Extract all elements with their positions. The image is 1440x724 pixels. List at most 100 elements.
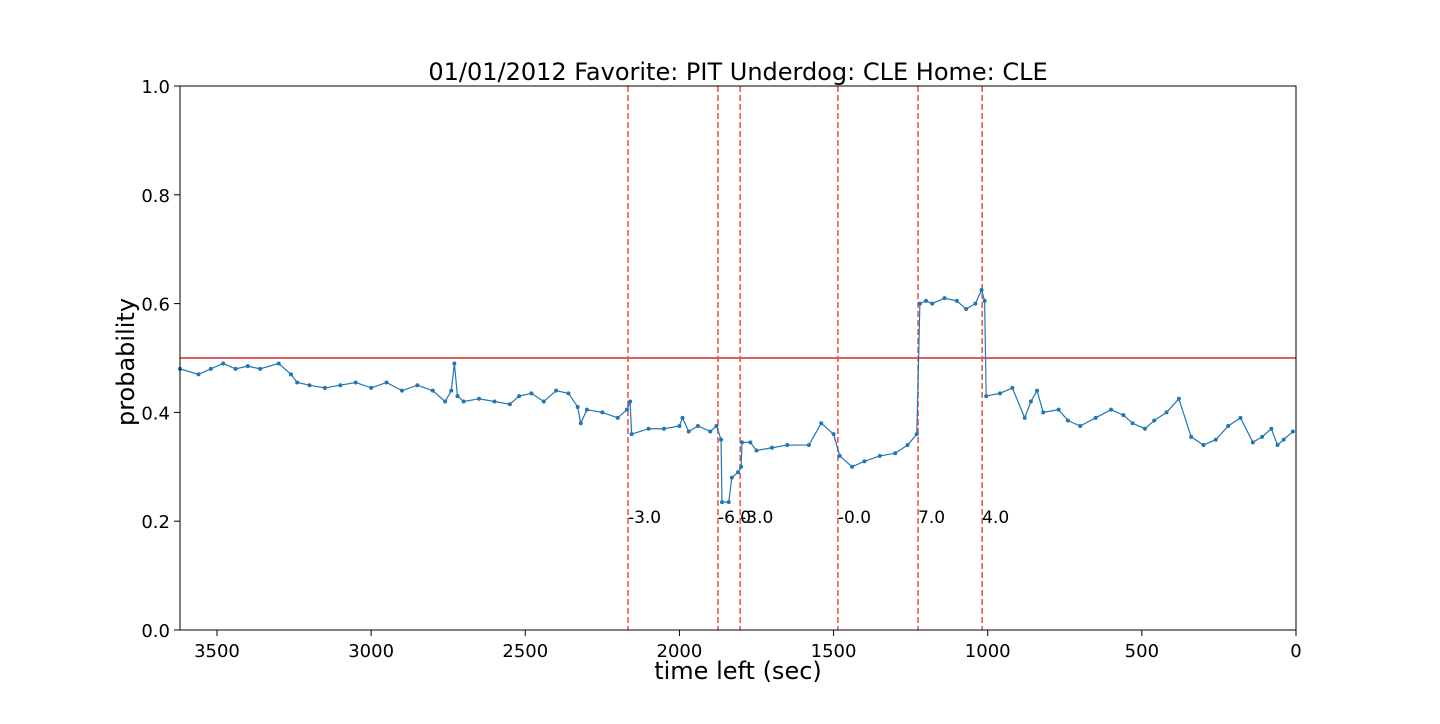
data-point	[295, 380, 300, 385]
data-point	[850, 464, 855, 469]
data-point	[1250, 440, 1255, 445]
data-point	[984, 394, 989, 399]
data-point	[628, 399, 633, 404]
data-point	[806, 443, 811, 448]
data-point	[695, 424, 700, 428]
data-point	[739, 464, 744, 469]
data-point	[615, 415, 620, 420]
y-tick-label: 0.8	[141, 186, 170, 207]
data-point	[964, 307, 969, 312]
event-label: 7.0	[918, 508, 945, 528]
data-point	[819, 421, 824, 426]
data-point	[754, 448, 759, 453]
plot-frame	[179, 85, 1297, 631]
data-point	[1290, 429, 1295, 434]
data-point	[399, 388, 404, 393]
x-tick-label: 500	[1125, 641, 1159, 662]
data-point	[708, 429, 713, 434]
data-point	[1152, 418, 1157, 423]
data-point	[1176, 396, 1181, 401]
data-point	[1269, 426, 1274, 431]
x-tick-label: 2500	[502, 641, 548, 662]
y-tick-label: 0.6	[141, 295, 170, 316]
data-point	[245, 364, 250, 369]
data-point	[979, 288, 984, 292]
x-axis-label: time left (sec)	[654, 657, 822, 685]
data-point	[629, 432, 634, 437]
data-point	[837, 453, 842, 458]
data-point	[1281, 437, 1286, 442]
data-point	[208, 366, 213, 371]
data-point	[748, 440, 753, 445]
event-label: -0.0	[838, 508, 871, 528]
data-point	[507, 402, 512, 407]
data-point	[477, 396, 482, 401]
data-point	[584, 407, 589, 412]
event-label: 4.0	[982, 508, 1009, 528]
data-point	[233, 366, 238, 371]
data-point	[785, 443, 790, 448]
data-point	[369, 385, 374, 390]
data-point	[893, 451, 898, 456]
x-tick-label: 1000	[965, 641, 1011, 662]
data-point	[982, 298, 987, 303]
data-point	[196, 372, 201, 377]
data-point	[517, 394, 522, 399]
data-point	[719, 437, 724, 442]
data-point	[1035, 388, 1040, 393]
data-point	[415, 383, 420, 388]
y-tick-label: 0.2	[141, 512, 170, 533]
data-point	[726, 500, 731, 505]
x-tick-label: 3000	[348, 641, 394, 662]
data-point	[1078, 424, 1083, 428]
data-point	[449, 388, 454, 393]
data-point	[1189, 434, 1194, 439]
data-point	[452, 361, 457, 366]
data-point	[1022, 415, 1027, 420]
data-point	[914, 432, 919, 437]
event-label: -3.0	[628, 508, 661, 528]
data-point	[1130, 421, 1135, 426]
data-point	[1260, 434, 1265, 439]
data-point	[1041, 410, 1046, 415]
data-line	[179, 288, 1294, 503]
data-point	[1093, 415, 1098, 420]
data-point	[1056, 407, 1061, 412]
data-point	[924, 298, 929, 303]
data-point	[736, 470, 740, 475]
data-point	[554, 388, 559, 393]
data-point	[541, 399, 546, 404]
data-point	[1109, 407, 1114, 412]
data-point	[1142, 426, 1147, 431]
data-point	[384, 380, 389, 385]
x-tick-label: 3500	[194, 641, 240, 662]
data-point	[1213, 437, 1218, 442]
data-point	[729, 475, 734, 480]
data-point	[740, 440, 745, 445]
data-point	[714, 424, 719, 428]
data-point	[1238, 415, 1243, 420]
data-point	[625, 407, 630, 412]
data-point	[954, 298, 959, 303]
data-point	[1201, 443, 1206, 448]
data-point	[769, 445, 774, 450]
data-point	[430, 388, 435, 393]
data-point	[600, 410, 605, 415]
data-point	[917, 301, 922, 306]
data-point	[719, 500, 724, 505]
data-point	[443, 399, 448, 404]
data-point	[662, 426, 667, 431]
data-point	[276, 361, 281, 366]
data-point	[973, 301, 978, 306]
x-tick-label: 0	[1290, 641, 1301, 662]
data-point	[998, 391, 1003, 396]
data-point	[1226, 424, 1231, 428]
y-axis-label: probability	[112, 298, 140, 426]
data-point	[862, 459, 867, 464]
x-tick-label: 2000	[657, 641, 703, 662]
data-point	[353, 380, 358, 385]
x-tick-label: 1500	[811, 641, 857, 662]
data-point	[258, 366, 263, 371]
data-point	[1028, 399, 1033, 404]
